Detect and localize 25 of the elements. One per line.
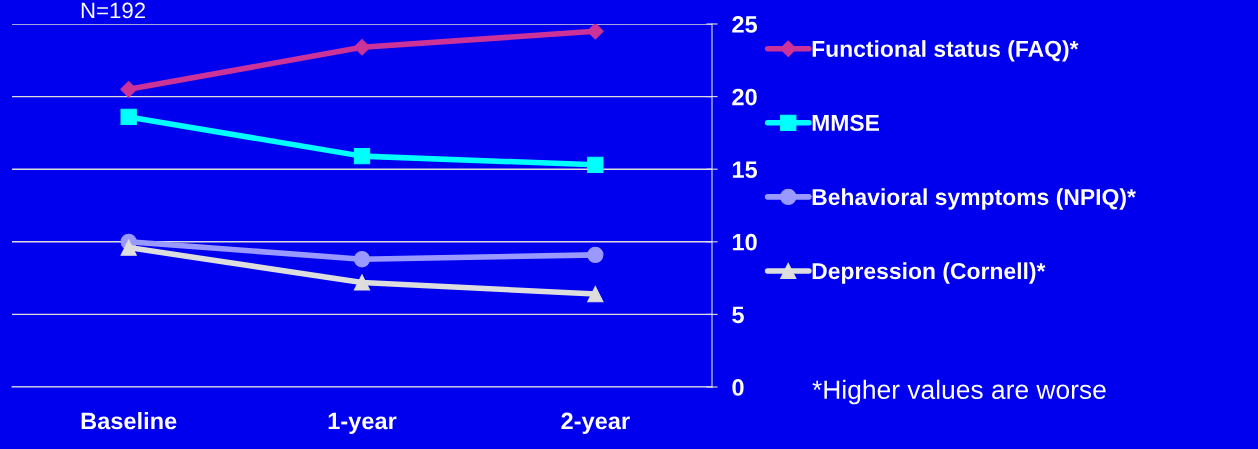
point [120, 80, 138, 98]
y-tick-label: 5 [732, 306, 744, 324]
legend-label: Functional status (FAQ)* [812, 40, 1079, 62]
point [353, 147, 371, 165]
y-tick-label: 15 [732, 161, 758, 178]
point [587, 156, 604, 173]
y-tick-label: 0 [732, 379, 744, 396]
point [120, 108, 137, 126]
point [120, 239, 137, 256]
point [587, 246, 604, 264]
x-tick-label: Baseline [81, 412, 177, 430]
point [353, 251, 371, 268]
legend-label: MMSE [812, 114, 880, 132]
point [353, 274, 371, 291]
legend-label: Depression (Cornell)* [812, 262, 1046, 284]
point [353, 38, 371, 56]
point [587, 285, 604, 303]
y-tick-label: 20 [732, 88, 757, 106]
x-tick-label: 2-year [561, 412, 630, 435]
text: *Higher values are worse [812, 379, 1106, 405]
chart-title: N=192 [81, 2, 145, 19]
y-tick-label: 10 [732, 233, 757, 251]
y-tick-label: 25 [732, 16, 758, 33]
legend-label: Behavioral symptoms (NPIQ)* [812, 188, 1136, 210]
x-tick-label: 1-year [328, 412, 397, 435]
